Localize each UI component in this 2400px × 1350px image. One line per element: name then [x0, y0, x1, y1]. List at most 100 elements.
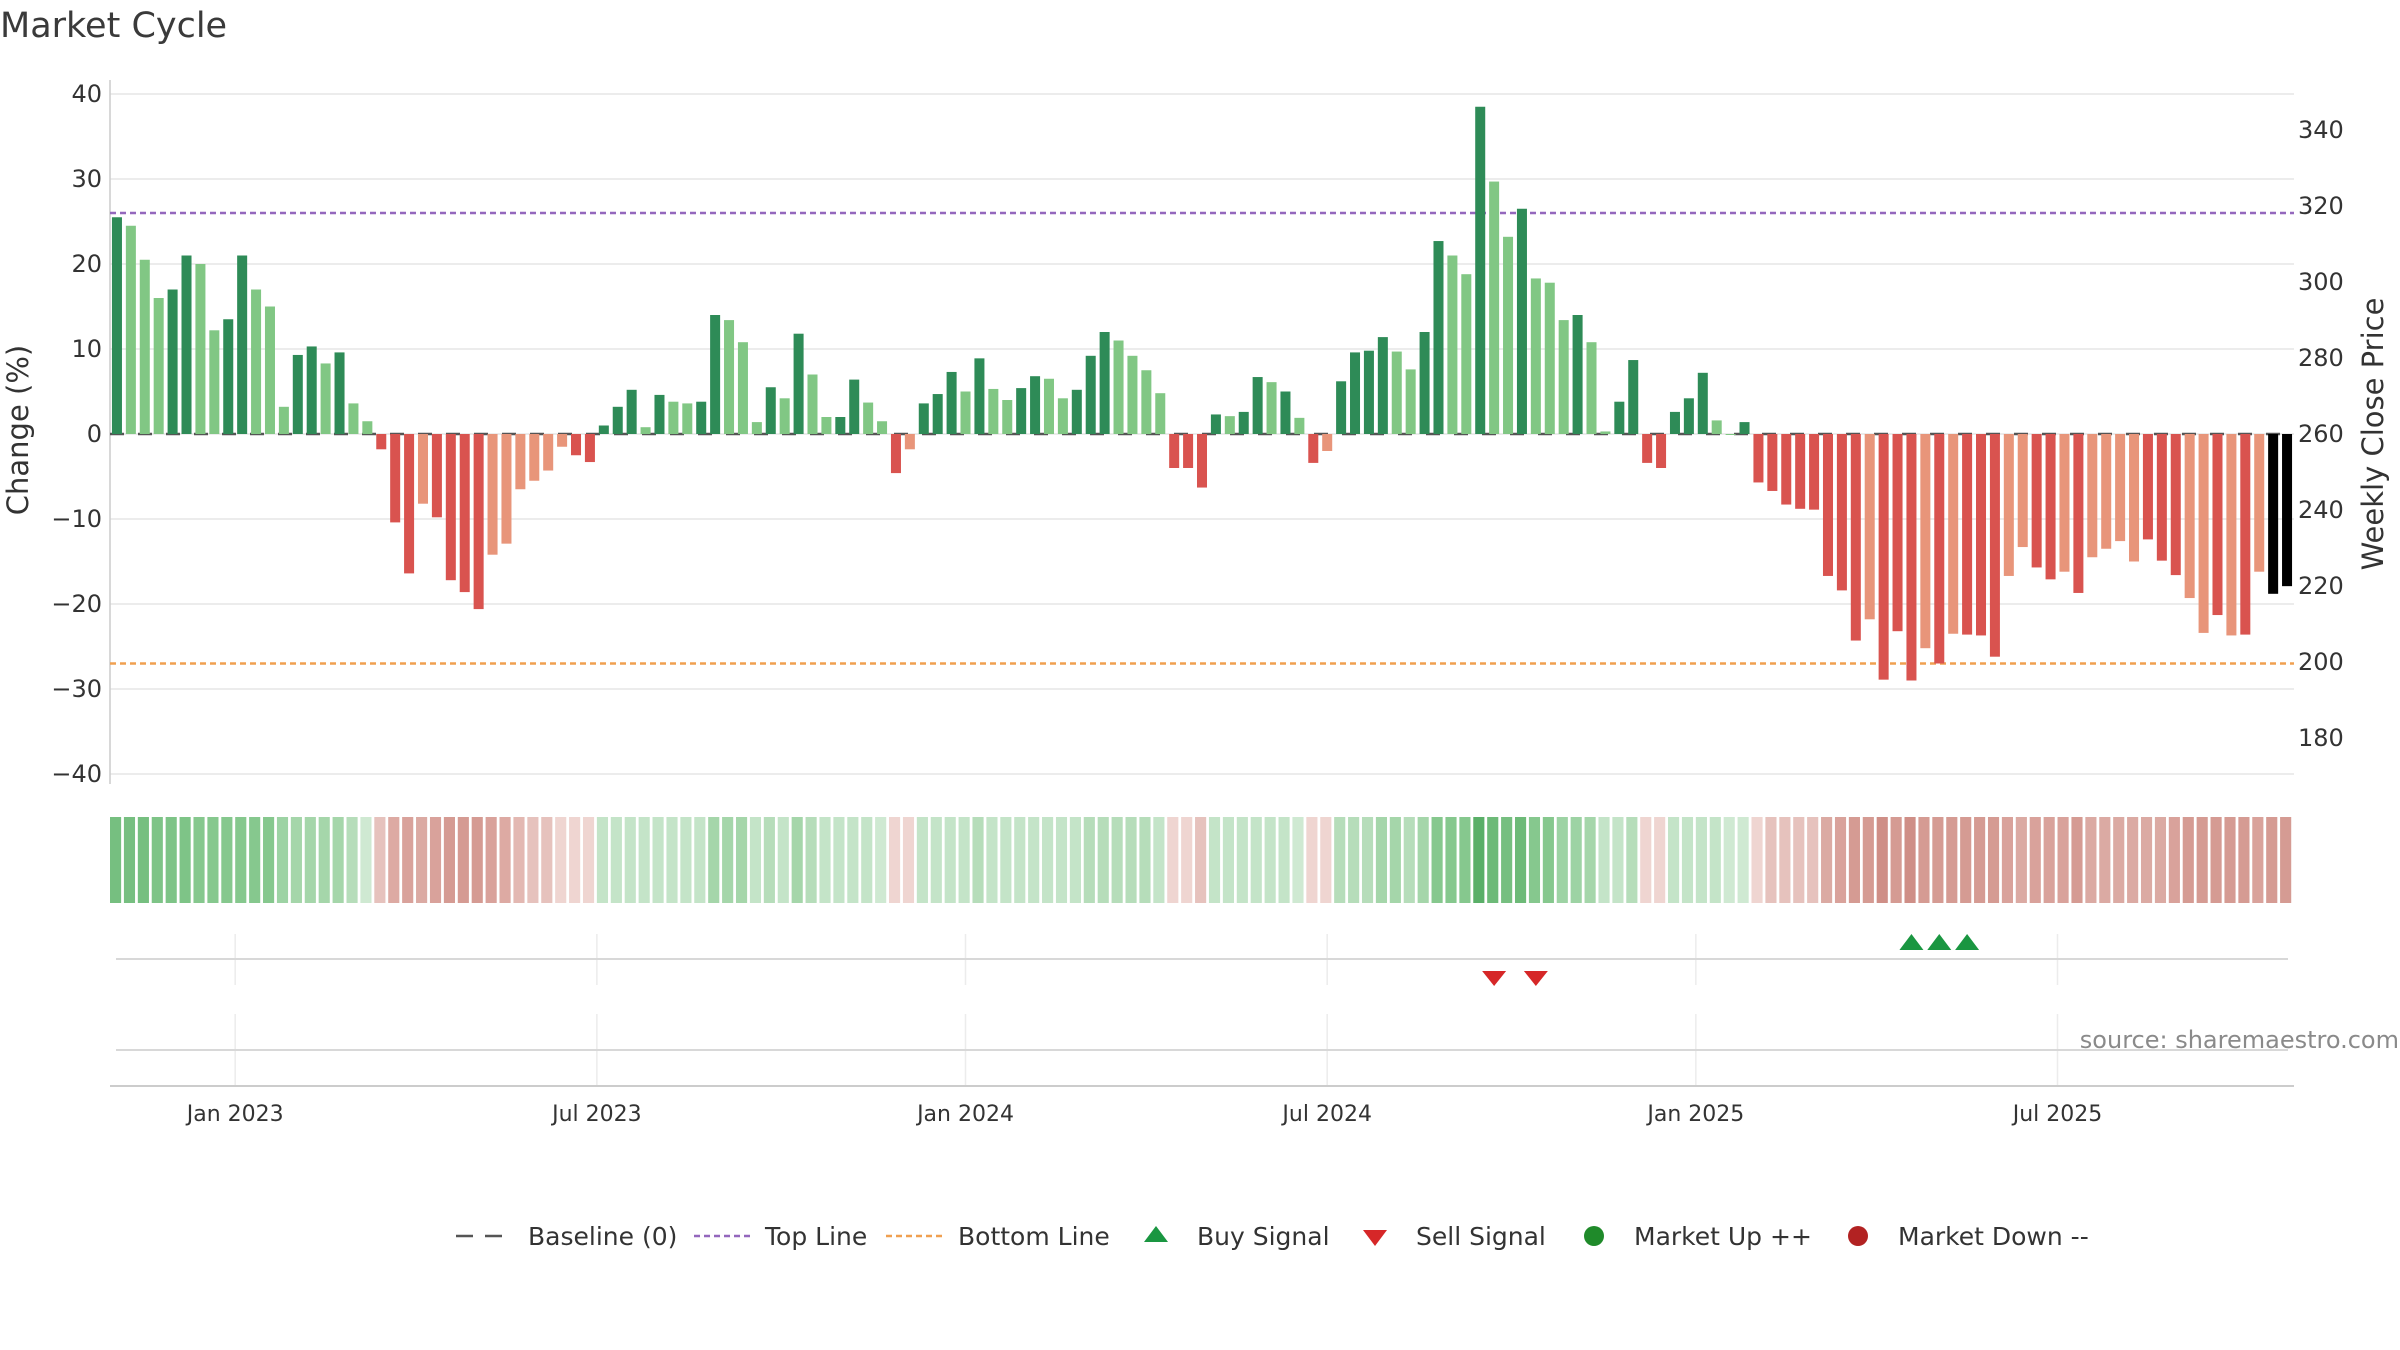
heat-cell — [1556, 817, 1568, 903]
heat-cell — [596, 817, 609, 903]
bar — [181, 255, 192, 434]
bar — [863, 402, 874, 434]
heat-cell — [1737, 817, 1749, 903]
heat-cell — [819, 817, 831, 903]
heat-cell — [2182, 817, 2194, 903]
bar — [445, 434, 456, 581]
bar — [1377, 337, 1388, 434]
bar — [807, 374, 818, 434]
heat-cell — [2085, 817, 2097, 903]
heat-cell — [360, 817, 372, 903]
heat-cell — [1181, 817, 1193, 903]
heat-cell — [1765, 817, 1777, 903]
bar — [2282, 434, 2293, 587]
bar — [1113, 340, 1124, 434]
heat-cell — [1375, 817, 1388, 903]
y2-tick-label: 260 — [2298, 420, 2344, 448]
bar — [2017, 434, 2028, 548]
bar — [1767, 434, 1778, 491]
bar — [1266, 382, 1277, 434]
y2-tick-label: 280 — [2298, 344, 2344, 372]
heat-cell — [1348, 817, 1360, 903]
heat-cell — [1000, 817, 1012, 903]
bar — [1433, 241, 1444, 434]
signal-panel — [116, 934, 2288, 986]
heat-cell — [847, 817, 859, 903]
bar — [1558, 320, 1569, 434]
heat-cell — [1570, 817, 1582, 903]
bar — [1516, 208, 1527, 434]
bar — [1822, 434, 1833, 576]
heat-cell — [1236, 817, 1248, 903]
bar-series — [111, 106, 2293, 681]
bar — [1753, 434, 1764, 483]
bar — [612, 406, 623, 434]
bar — [1336, 381, 1347, 434]
heat-cell — [290, 817, 302, 903]
bar — [2059, 434, 2070, 572]
bar — [877, 421, 888, 434]
heat-cell — [1083, 817, 1095, 903]
heat-cell — [1681, 817, 1694, 903]
bar — [529, 434, 540, 481]
heat-cell — [304, 817, 316, 903]
heat-cell — [1028, 817, 1040, 903]
x-tick-label: Jan 2023 — [185, 1102, 284, 1127]
bar — [2226, 434, 2237, 636]
bar — [209, 330, 220, 434]
heat-cell — [1723, 817, 1735, 903]
y-tick-label: −30 — [51, 675, 102, 703]
heat-cell — [1014, 817, 1026, 903]
heat-cell — [2140, 817, 2153, 903]
heat-cell — [513, 817, 525, 903]
y2-tick-label: 320 — [2298, 192, 2344, 220]
bar — [1294, 417, 1305, 434]
heat-cell — [2043, 817, 2055, 903]
bar — [362, 421, 373, 434]
heat-cell — [1139, 817, 1151, 903]
heat-cell — [1431, 817, 1443, 903]
x-tick-label: Jan 2025 — [1645, 1102, 1744, 1127]
bar — [1127, 355, 1138, 434]
heat-cell — [889, 817, 901, 903]
heat-cell — [1528, 817, 1541, 903]
heat-cell — [1334, 817, 1346, 903]
bar — [1169, 434, 1180, 468]
bar — [724, 320, 735, 434]
bar — [1878, 434, 1889, 680]
heat-cell — [610, 817, 622, 903]
heat-cell — [722, 817, 734, 903]
y-tick-label: −40 — [51, 760, 102, 788]
bar — [1864, 434, 1875, 620]
bar — [1642, 434, 1653, 463]
heat-cell — [137, 817, 149, 903]
bar — [1614, 401, 1625, 434]
bar — [2268, 434, 2279, 594]
bar — [111, 217, 122, 434]
heat-cell — [1389, 817, 1401, 903]
heat-cell — [443, 817, 455, 903]
heat-cell — [332, 817, 344, 903]
heat-cell — [1195, 817, 1207, 903]
gridlines — [109, 80, 2294, 784]
heat-strip — [110, 817, 2292, 903]
heat-cell — [833, 817, 845, 903]
bar — [2115, 434, 2126, 542]
bar — [1085, 355, 1096, 434]
bar — [459, 434, 470, 593]
heat-cell — [944, 817, 956, 903]
heat-cell — [749, 817, 762, 903]
heat-cell — [777, 817, 789, 903]
heat-cell — [457, 817, 469, 903]
bar — [278, 406, 289, 434]
bar — [2087, 434, 2098, 558]
y2-tick-label: 180 — [2298, 724, 2344, 752]
heat-cell — [402, 817, 414, 903]
heat-cell — [1292, 817, 1304, 903]
bar — [292, 354, 303, 434]
bar — [960, 391, 971, 434]
bar — [682, 403, 693, 434]
bar — [1725, 434, 1736, 435]
heat-cell — [958, 817, 970, 903]
heat-cell — [1876, 817, 1888, 903]
